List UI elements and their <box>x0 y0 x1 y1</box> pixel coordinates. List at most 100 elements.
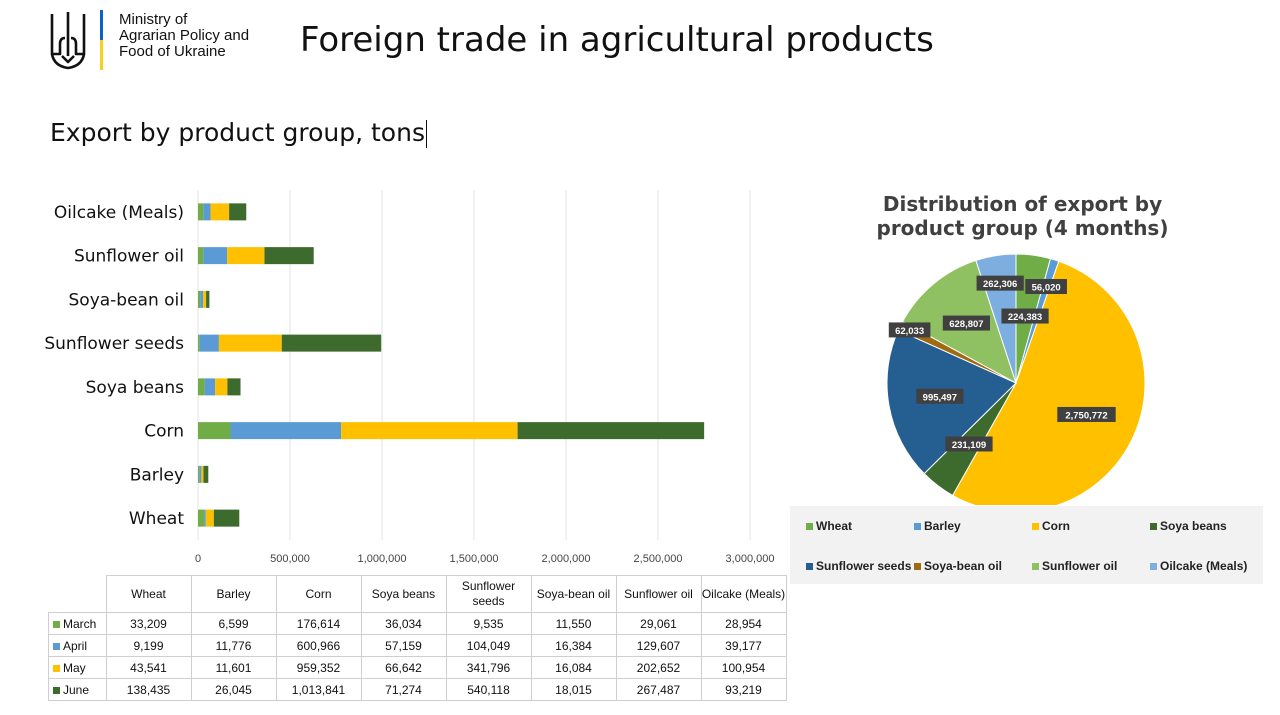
legend-swatch <box>53 642 60 650</box>
column-header: Sunflower oil <box>615 575 702 613</box>
table-cell: 100,954 <box>700 656 787 679</box>
bar-segment <box>230 422 342 440</box>
pie-label-box <box>916 388 964 404</box>
table-cell: 29,061 <box>615 612 702 635</box>
bar-segment <box>341 422 518 440</box>
bar-segment <box>281 334 382 352</box>
table-row: March 33,209 6,599 176,614 36,034 9,535 11,550… <box>48 612 787 635</box>
ministry-line: Ministry of <box>119 11 188 28</box>
bar-segment <box>199 465 202 483</box>
pie-label-box <box>1057 406 1116 422</box>
y-category-label: Sunflower oil <box>74 247 184 267</box>
bar-segment <box>517 422 705 440</box>
table-row: June 138,435 26,045 1,013,841 71,274 540,118 1… <box>48 678 787 701</box>
table-cell: 129,607 <box>615 634 702 657</box>
bar-segment <box>229 203 247 221</box>
bar-segment <box>203 290 207 308</box>
pie-label-box <box>888 322 931 338</box>
pie-value-label: 2,750,772 <box>1065 410 1107 421</box>
table-cell: 11,601 <box>190 656 277 679</box>
y-category-label: Barley <box>130 465 184 485</box>
column-header: Barley <box>190 575 277 613</box>
bar-segment <box>264 247 314 265</box>
bar-segment <box>204 378 216 396</box>
legend-swatch <box>806 563 813 571</box>
table-cell: 33,209 <box>105 612 192 635</box>
legend-swatch <box>1032 563 1039 571</box>
table-cell: 26,045 <box>190 678 277 701</box>
pie-value-label: 56,020 <box>1032 283 1061 294</box>
pie-label-box <box>945 436 993 452</box>
table-cell: 176,614 <box>275 612 362 635</box>
bar-segment <box>227 378 241 396</box>
table-cell: 267,487 <box>615 678 702 701</box>
pie-label-box <box>1001 308 1049 324</box>
table-cell: 71,274 <box>360 678 447 701</box>
pie-chart: 224,383 56,020 2,750,772 231,109 995,497 62,0… <box>886 253 1146 505</box>
y-category-label: Wheat <box>129 509 184 529</box>
legend-swatch <box>806 523 813 531</box>
table-cell: 39,177 <box>700 634 787 657</box>
bar-segment <box>210 203 230 221</box>
table-cell: 540,118 <box>445 678 532 701</box>
y-category-label: Corn <box>144 422 184 442</box>
x-tick-label: 3,000,000 <box>726 553 775 565</box>
trident-icon <box>50 12 86 70</box>
legend-label: Wheat <box>816 519 852 533</box>
y-category-label: Oilcake (Meals) <box>54 203 184 223</box>
table-cell: 202,652 <box>615 656 702 679</box>
column-header: Corn <box>275 575 362 613</box>
ministry-line: Food of Ukraine <box>119 43 226 60</box>
y-category-label: Soya beans <box>86 378 185 398</box>
row-label: March <box>63 616 97 631</box>
bar-segment <box>201 465 204 483</box>
table-cell: 9,199 <box>105 634 192 657</box>
pie-value-label: 231,109 <box>952 440 986 451</box>
legend-label: Barley <box>924 519 961 533</box>
bar-segment <box>206 290 210 308</box>
table-cell: 93,219 <box>700 678 787 701</box>
table-row: April 9,199 11,776 600,966 57,159 104,049 16,3… <box>48 634 787 657</box>
bar-segment <box>198 247 204 265</box>
row-header: March <box>48 612 107 635</box>
bar-segment <box>200 290 204 308</box>
y-category-label: Sunflower seeds <box>44 334 184 354</box>
legend-item: Corn <box>1032 519 1070 533</box>
legend-swatch <box>1150 563 1157 571</box>
legend-label: Sunflower oil <box>1042 559 1118 573</box>
flag-bar <box>100 10 103 70</box>
pie-value-label: 995,497 <box>923 392 957 403</box>
bar-segment <box>218 334 282 352</box>
table-header-row: Wheat Barley Corn Soya beans Sunflower s… <box>49 575 787 613</box>
table-cell: 9,535 <box>445 612 532 635</box>
bar-segment <box>205 509 214 527</box>
pie-label-box <box>976 275 1024 291</box>
pie-value-label: 628,807 <box>949 319 983 330</box>
section-title: Export by product group, tons <box>50 118 427 148</box>
table-cell: 138,435 <box>105 678 192 701</box>
legend-swatch <box>53 620 60 628</box>
row-label: May <box>63 660 86 675</box>
bar-segment <box>198 509 205 527</box>
table-cell: 18,015 <box>530 678 617 701</box>
pie-chart-title: Distribution of export by product group … <box>876 192 1169 240</box>
table-cell: 11,776 <box>190 634 277 657</box>
table-cell: 16,084 <box>530 656 617 679</box>
section-title-text: Export by product group, tons <box>50 118 425 147</box>
legend-label: Soya-bean oil <box>924 559 1003 573</box>
x-tick-label: 2,000,000 <box>542 553 591 565</box>
legend-swatch <box>1150 523 1157 531</box>
row-header: May <box>48 656 107 679</box>
pie-legend: Wheat Barley Corn Soya beans Sunflower seeds… <box>790 506 1263 584</box>
column-header: Sunflower seeds <box>445 575 532 613</box>
bar-segment <box>198 290 201 308</box>
legend-item: Oilcake (Meals) <box>1150 559 1247 573</box>
legend-swatch <box>53 664 60 672</box>
x-tick-label: 2,500,000 <box>634 553 683 565</box>
legend-item: Sunflower oil <box>1032 559 1117 573</box>
table-cell: 16,384 <box>530 634 617 657</box>
bar-segment <box>203 203 211 221</box>
header: Ministry of Agrarian Policy and Food of … <box>0 0 1280 80</box>
legend-item: Wheat <box>806 519 852 533</box>
legend-item: Sunflower seeds <box>806 559 911 573</box>
